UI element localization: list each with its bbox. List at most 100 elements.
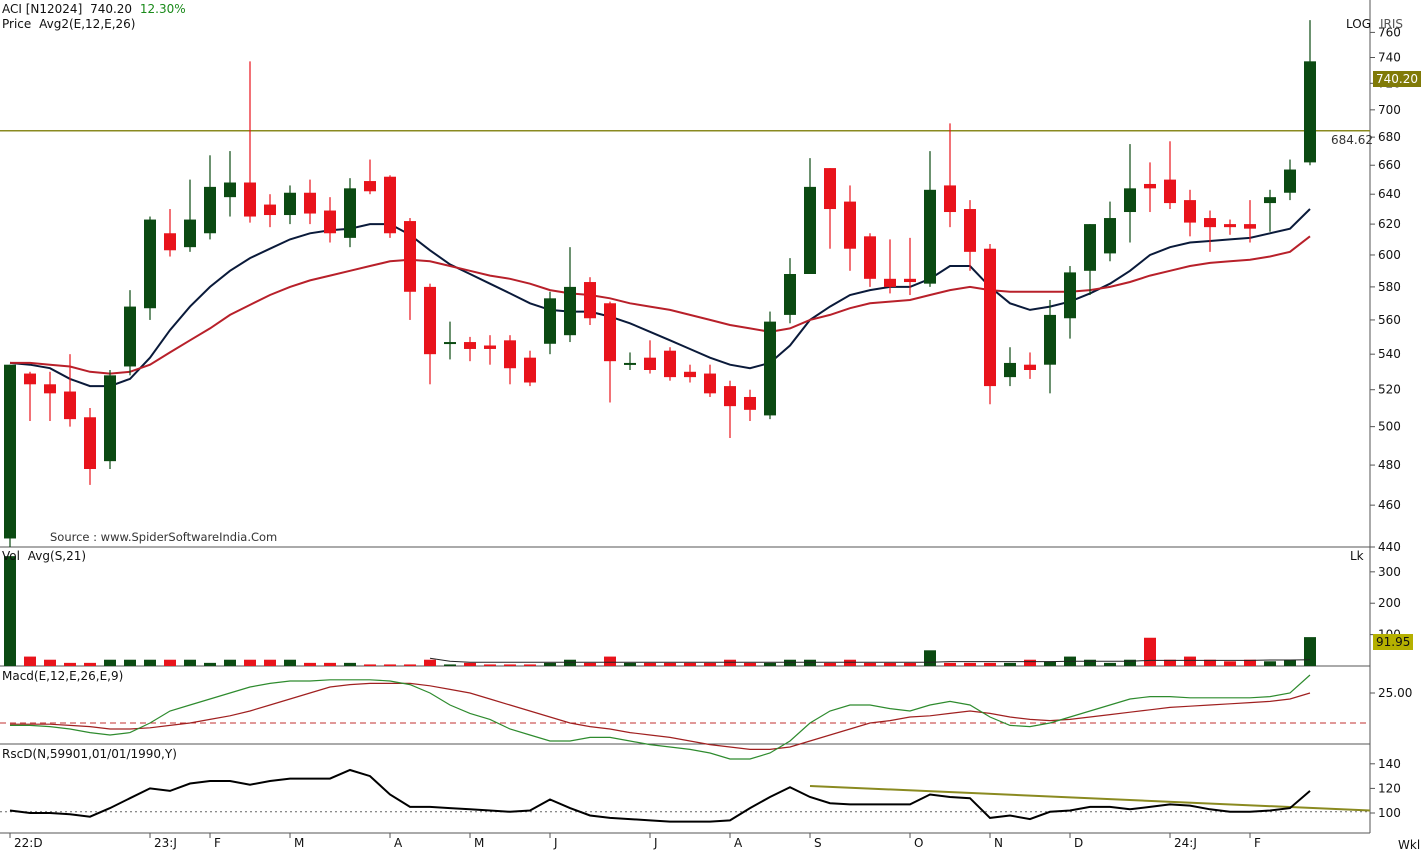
candle-body <box>1004 362 1016 378</box>
candle-body <box>204 186 216 234</box>
candle-body <box>484 345 496 349</box>
price-tick-label: 600 <box>1378 248 1401 262</box>
x-tick-label: D <box>1074 836 1083 850</box>
volume-bar <box>864 662 876 666</box>
timeframe-label: Wkl <box>1398 838 1420 851</box>
volume-bar <box>44 659 56 666</box>
volume-bar <box>1224 661 1236 666</box>
volume-bar <box>164 659 176 666</box>
volume-bar <box>64 662 76 666</box>
volume-bar <box>1204 659 1216 666</box>
volume-bar <box>804 659 816 666</box>
candle-body <box>904 278 916 283</box>
price-panel[interactable] <box>0 20 1370 547</box>
last-price-label: 740.20 <box>90 2 133 16</box>
chart-header: ACI [N12024] 740.20 12.30% <box>2 2 190 16</box>
volume-panel[interactable] <box>4 556 1316 666</box>
rsc-panel[interactable] <box>0 768 1371 823</box>
x-tick-label: J <box>653 836 658 850</box>
candle-body <box>1124 188 1136 213</box>
volume-bar <box>504 664 516 666</box>
rsc-legend: RscD(N,59901,01/01/1990,Y) <box>2 747 177 761</box>
candle-body <box>944 185 956 213</box>
x-tick-label: 24:J <box>1174 836 1197 850</box>
candle-body <box>1024 364 1036 371</box>
price-tick-label: 620 <box>1378 217 1401 231</box>
volume-bar <box>24 656 36 666</box>
x-tick-label: M <box>294 836 304 850</box>
candle-body <box>884 278 896 287</box>
volume-bar <box>464 662 476 666</box>
candle-body <box>644 357 656 371</box>
x-tick-label: F <box>1254 836 1261 850</box>
rsc-trendline <box>809 784 1371 812</box>
candle-body <box>584 282 596 319</box>
x-tick-label: O <box>914 836 923 850</box>
macd-tick-label: 25.00 <box>1378 686 1412 700</box>
candle-body <box>424 286 436 355</box>
volume-bar <box>684 662 696 666</box>
volume-bar <box>1284 659 1296 666</box>
volume-bar <box>204 662 216 666</box>
volume-bar <box>364 664 376 666</box>
candle-body <box>104 375 116 462</box>
price-tick-label: 580 <box>1378 280 1401 294</box>
candle-body <box>444 342 456 345</box>
candle-body <box>304 192 316 214</box>
candle-body <box>924 189 936 284</box>
volume-bar <box>244 659 256 666</box>
volume-bar <box>1264 661 1276 666</box>
candle-body <box>544 298 556 344</box>
x-tick-label: N <box>994 836 1003 850</box>
volume-bar <box>624 662 636 666</box>
candle-body <box>1244 224 1256 229</box>
price-tick-label: 440 <box>1378 540 1401 554</box>
x-tick-label: J <box>553 836 558 850</box>
candle-body <box>744 396 756 410</box>
price-label: Price <box>2 17 32 31</box>
x-tick-label: M <box>474 836 484 850</box>
candle-body <box>244 182 256 217</box>
change-pct-label: 12.30% <box>139 2 186 16</box>
candle-body <box>624 362 636 365</box>
vol-tick-label: 200 <box>1378 596 1401 610</box>
candle-body <box>124 306 136 367</box>
macd-panel[interactable] <box>0 674 1370 760</box>
volume-bar <box>404 664 416 666</box>
x-tick-label: A <box>394 836 403 850</box>
price-tick-label: 560 <box>1378 313 1401 327</box>
volume-avg-line <box>429 657 1311 663</box>
candle-body <box>1224 224 1236 228</box>
volume-bar <box>844 659 856 666</box>
x-axis: 22:D 23:J F M A M J J A S O N D 24:J F Wkl <box>9 833 1420 851</box>
candle-body <box>1204 218 1216 228</box>
last-price-flag: 740.20 <box>1373 71 1421 87</box>
volume-bar <box>744 662 756 666</box>
price-tick-label: 680 <box>1378 130 1401 144</box>
vol-avg-label: Avg(S,21) <box>27 549 87 563</box>
candle-body <box>1084 224 1096 271</box>
volume-bar <box>224 659 236 666</box>
log-toggle[interactable]: LOG <box>1346 17 1372 31</box>
volume-bar <box>184 659 196 666</box>
x-tick-label: 23:J <box>154 836 177 850</box>
candle-body <box>1284 169 1296 193</box>
candle-body <box>1044 314 1056 365</box>
iris-toggle[interactable]: IRIS <box>1380 17 1404 31</box>
y-axes: 440 460 480 500 520 540 560 580 600 620 640 660 680 7… <box>1370 25 1412 820</box>
volume-bar <box>764 662 776 666</box>
volume-bar <box>444 664 456 666</box>
candle-body <box>784 273 796 315</box>
candle-body <box>64 391 76 420</box>
price-tick-label: 640 <box>1378 187 1401 201</box>
volume-bar <box>264 659 276 666</box>
price-tick-label: 480 <box>1378 458 1401 472</box>
candle-body <box>284 192 296 216</box>
price-tick-label: 660 <box>1378 158 1401 172</box>
volume-bar <box>344 662 356 666</box>
candle-body <box>704 373 716 394</box>
candle-body <box>1184 200 1196 223</box>
volume-bar <box>984 662 996 666</box>
macd-line <box>10 674 1311 760</box>
